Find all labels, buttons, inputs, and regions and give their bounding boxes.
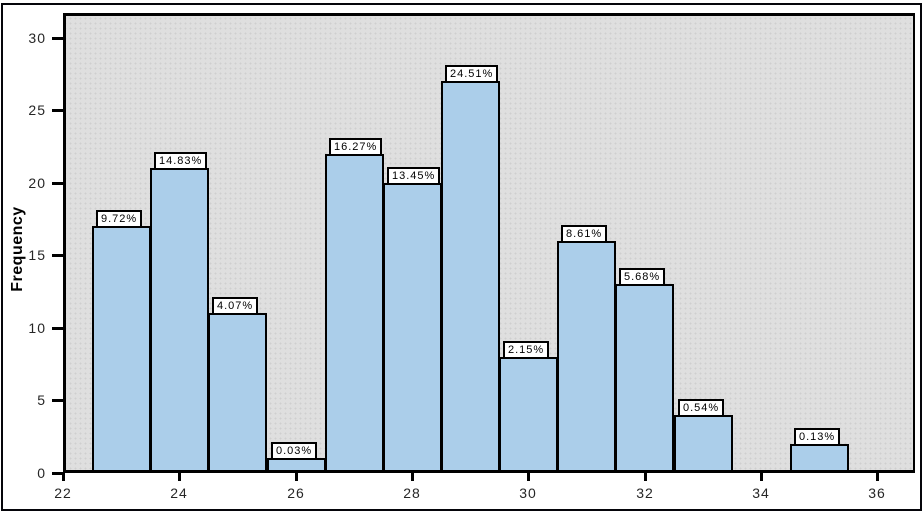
histogram-bar	[499, 357, 558, 473]
x-tick	[295, 473, 298, 481]
histogram-bar	[383, 183, 442, 473]
y-axis-line	[63, 13, 66, 473]
histogram-bar	[208, 313, 267, 473]
x-tick-label: 34	[752, 485, 770, 501]
y-tick-label: 0	[37, 465, 46, 481]
histogram-bar	[615, 284, 674, 473]
histogram-bar	[441, 81, 500, 473]
x-tick-label: 24	[170, 485, 188, 501]
x-tick-label: 30	[519, 485, 537, 501]
bar-percent-label: 0.03%	[271, 442, 318, 460]
y-tick	[52, 327, 63, 330]
bar-percent-label: 4.07%	[212, 297, 259, 315]
x-tick	[62, 473, 65, 481]
x-tick	[527, 473, 530, 481]
histogram-bar	[790, 444, 849, 473]
y-tick-label: 15	[28, 247, 46, 263]
y-tick	[52, 399, 63, 402]
histogram-bar	[557, 241, 616, 473]
y-tick-label: 5	[37, 392, 46, 408]
y-tick-label: 10	[28, 320, 46, 336]
bar-percent-label: 0.13%	[794, 428, 841, 446]
x-tick	[760, 473, 763, 481]
y-tick-label: 30	[28, 30, 46, 46]
histogram-bar	[150, 168, 209, 473]
histogram-bar	[674, 415, 733, 473]
y-tick	[52, 109, 63, 112]
bar-percent-label: 0.54%	[678, 399, 725, 417]
y-tick	[52, 37, 63, 40]
bar-percent-label: 2.15%	[503, 341, 550, 359]
x-tick-label: 22	[54, 485, 72, 501]
x-tick-label: 36	[868, 485, 886, 501]
x-tick	[644, 473, 647, 481]
x-tick-label: 32	[636, 485, 654, 501]
y-tick-label: 25	[28, 102, 46, 118]
histogram-bar	[92, 226, 151, 473]
y-tick-label: 20	[28, 175, 46, 191]
bar-percent-label: 16.27%	[329, 138, 383, 156]
bar-percent-label: 14.83%	[154, 152, 208, 170]
histogram-bar	[325, 154, 384, 473]
bar-percent-label: 24.51%	[445, 65, 499, 83]
x-tick	[876, 473, 879, 481]
bar-percent-label: 5.68%	[619, 268, 666, 286]
y-tick	[52, 472, 63, 475]
y-tick	[52, 254, 63, 257]
bar-percent-label: 9.72%	[96, 210, 143, 228]
y-tick	[52, 182, 63, 185]
x-tick	[178, 473, 181, 481]
bar-percent-label: 13.45%	[387, 167, 441, 185]
x-axis-line	[63, 470, 915, 473]
x-tick-label: 28	[403, 485, 421, 501]
x-tick	[411, 473, 414, 481]
x-tick-label: 26	[287, 485, 305, 501]
bar-percent-label: 8.61%	[561, 225, 608, 243]
